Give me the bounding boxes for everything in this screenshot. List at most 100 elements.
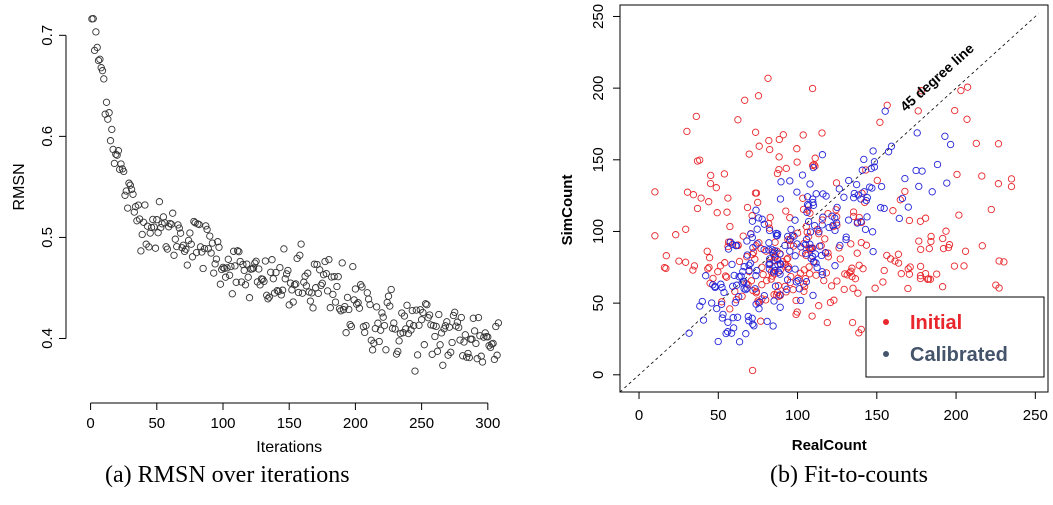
initial-point: [963, 83, 972, 91]
data-point: [441, 322, 450, 330]
calibrated-point: [711, 282, 719, 291]
initial-point: [832, 179, 841, 187]
data-point: [317, 281, 325, 290]
data-point: [153, 216, 161, 224]
initial-point: [905, 270, 914, 278]
calibrated-point: [943, 179, 951, 187]
initial-point: [961, 247, 970, 255]
legend-marker: [883, 319, 889, 325]
calibrated-point: [787, 225, 795, 234]
calibrated-point: [881, 107, 889, 115]
data-point: [199, 264, 207, 273]
initial-point: [758, 263, 766, 271]
data-point: [210, 269, 218, 277]
calibrated-point: [887, 142, 896, 150]
data-point: [345, 305, 353, 314]
initial-point: [692, 112, 700, 121]
initial-point: [759, 270, 767, 279]
data-point: [249, 264, 258, 272]
calibrated-point: [802, 278, 811, 286]
initial-point: [774, 292, 783, 301]
initial-point: [682, 225, 690, 233]
data-point: [481, 329, 489, 337]
initial-point: [855, 261, 863, 269]
calibrated-point: [809, 252, 817, 261]
initial-point: [693, 157, 702, 165]
data-point: [296, 251, 304, 259]
x-tick-label: 150: [277, 415, 302, 432]
data-point: [126, 181, 134, 189]
calibrated-point: [696, 302, 704, 310]
calibrated-point: [745, 317, 753, 325]
calibrated-point: [699, 316, 708, 324]
calibrated-point: [765, 255, 774, 263]
data-point: [245, 294, 254, 302]
data-point: [462, 353, 471, 361]
data-point: [272, 268, 280, 277]
data-point: [294, 288, 303, 297]
calibrated-point: [858, 166, 866, 174]
data-point: [322, 269, 330, 278]
initial-point: [927, 237, 935, 246]
calibrated-point: [748, 233, 756, 242]
calibrated-point: [727, 329, 736, 337]
y-tick-label: 0.5: [39, 227, 56, 248]
initial-point: [824, 209, 832, 218]
initial-point: [854, 289, 862, 297]
count-points: [651, 74, 1016, 375]
initial-point: [862, 241, 871, 249]
calibrated-point: [812, 190, 820, 198]
calibrated-point: [870, 158, 879, 166]
data-point: [316, 266, 324, 274]
initial-point: [773, 169, 782, 178]
initial-point: [905, 216, 914, 225]
initial-point: [897, 270, 905, 278]
calibrated-point: [901, 174, 909, 183]
data-point: [244, 273, 252, 281]
initial-point: [820, 276, 828, 285]
data-point: [399, 329, 407, 337]
data-point: [349, 262, 357, 271]
initial-point: [721, 259, 729, 267]
initial-point: [793, 145, 801, 153]
initial-point: [706, 179, 715, 188]
data-point: [363, 289, 371, 297]
initial-point: [716, 262, 725, 270]
calibrated-point: [771, 266, 779, 275]
initial-point: [847, 240, 855, 248]
initial-point: [792, 296, 800, 305]
initial-point: [836, 255, 844, 263]
calibrated-point: [801, 240, 810, 249]
legend-entry: Initial: [910, 312, 962, 334]
calibrated-point: [766, 260, 774, 268]
calibrated-point: [819, 190, 827, 198]
initial-point: [904, 284, 912, 293]
calibrated-point: [713, 304, 721, 313]
calibrated-point: [808, 244, 816, 252]
data-point: [93, 43, 101, 52]
calibrated-point: [729, 282, 737, 290]
initial-point: [802, 222, 810, 231]
calibrated-point: [772, 229, 780, 238]
reference-line: [619, 13, 1039, 393]
initial-point: [771, 238, 779, 246]
calibrated-point: [724, 318, 732, 326]
data-point: [225, 271, 234, 279]
calibrated-point: [868, 184, 876, 192]
calibrated-point: [722, 329, 730, 338]
calibrated-point: [805, 202, 813, 210]
data-point: [382, 346, 390, 354]
data-point: [465, 353, 473, 362]
initial-point: [822, 269, 831, 277]
calibrated-point: [758, 215, 766, 223]
data-point: [223, 264, 231, 272]
initial-point: [824, 249, 832, 257]
initial-point: [847, 267, 855, 275]
data-point: [472, 339, 480, 348]
calibrated-point: [798, 171, 807, 179]
data-point: [117, 160, 125, 168]
x-tick-label: 0: [635, 407, 643, 424]
calibrated-point: [747, 230, 755, 238]
data-point: [473, 355, 481, 363]
y-axis-label: SimCount: [559, 175, 576, 246]
